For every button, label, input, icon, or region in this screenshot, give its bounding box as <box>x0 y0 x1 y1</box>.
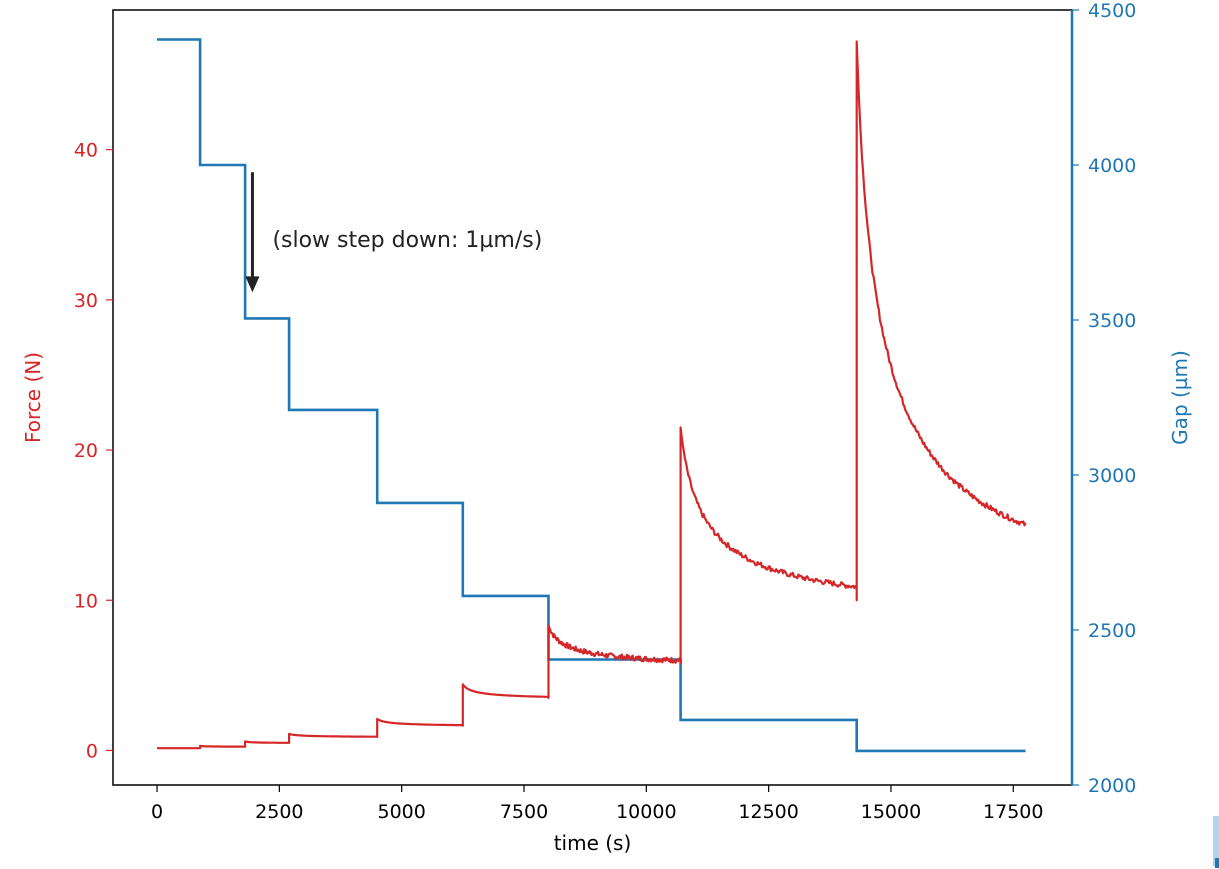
gap-series-line <box>157 38 1026 753</box>
y-left-tick-label: 30 <box>74 290 98 312</box>
force-series-line <box>156 40 1027 750</box>
y-right-tick-label: 4000 <box>1088 155 1136 177</box>
y-left-tick-label: 40 <box>74 140 98 162</box>
y-left-tick-label: 20 <box>74 440 98 462</box>
x-tick-label: 12500 <box>738 801 798 823</box>
y-left-tick-label: 0 <box>86 740 98 762</box>
y-right-tick-label: 2500 <box>1088 620 1136 642</box>
y-right-tick-label: 3500 <box>1088 310 1136 332</box>
y-left-tick-label: 10 <box>74 590 98 612</box>
series-layer <box>156 38 1027 753</box>
y-right-axis-label: Gap (µm) <box>1168 350 1192 445</box>
y-left-axis-label: Force (N) <box>21 352 45 443</box>
annotation: (slow step down: 1µm/s) <box>245 172 542 293</box>
x-tick-label: 17500 <box>983 801 1043 823</box>
x-tick-label: 0 <box>151 801 163 823</box>
x-tick-label: 2500 <box>255 801 303 823</box>
x-tick-label: 10000 <box>616 801 676 823</box>
y-right-tick-label: 2000 <box>1088 775 1136 797</box>
corner-widget-accent <box>1215 858 1219 868</box>
annotation-text: (slow step down: 1µm/s) <box>272 228 542 253</box>
plot-frame <box>112 9 1073 786</box>
x-tick-label: 15000 <box>861 801 921 823</box>
ticks-layer: 0 2500 5000 7500 10000 12500 15000 17500 0 10 20 30… <box>74 0 1137 823</box>
y-right-tick-label: 3000 <box>1088 465 1136 487</box>
x-axis-label: time (s) <box>554 831 632 855</box>
x-tick-label: 5000 <box>377 801 425 823</box>
annotation-arrow-head <box>245 276 260 293</box>
y-right-tick-label: 4500 <box>1088 0 1136 22</box>
corner-widget-edge <box>1213 816 1219 866</box>
x-tick-label: 7500 <box>500 801 548 823</box>
